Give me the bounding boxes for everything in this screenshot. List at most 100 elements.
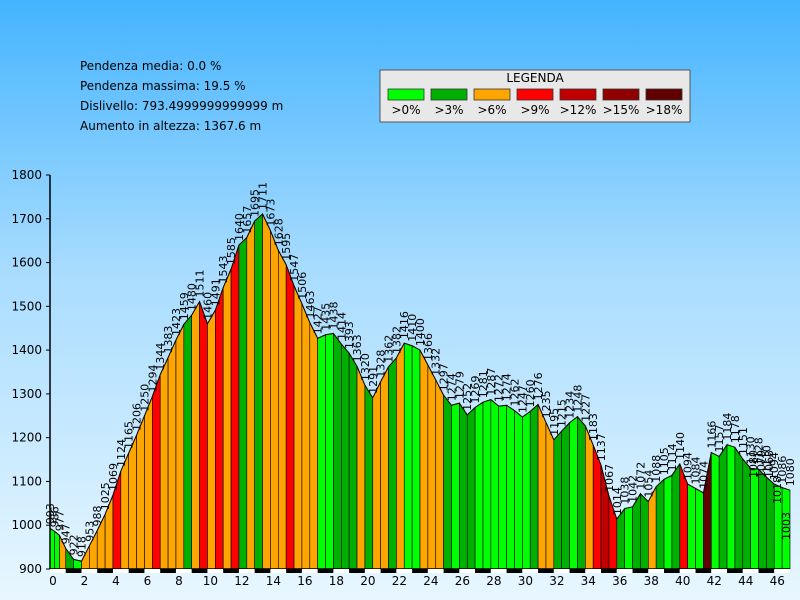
elevation-label-54: 1252 <box>461 383 474 411</box>
elevation-label-38: 1414 <box>335 312 348 340</box>
elevation-label-extra-2: 1063 <box>763 450 776 478</box>
elevation-label-53: 1279 <box>453 371 466 399</box>
elevation-label-11: 1165 <box>123 421 136 449</box>
km-bar-10 <box>207 569 224 573</box>
km-bar-28 <box>490 569 507 573</box>
elevation-label-79: 1105 <box>658 447 671 475</box>
km-bar-45 <box>758 569 775 573</box>
x-tick-label-4: 8 <box>175 574 183 588</box>
km-bar-14 <box>270 569 287 573</box>
pendenza-massima: Pendenza massima: 19.5 % <box>80 79 246 93</box>
legend-label-5: >15% <box>603 103 640 117</box>
km-bar-31 <box>538 569 554 573</box>
km-bar-3 <box>97 569 113 573</box>
legend: LEGENDA >0% >3% >6% >9% >12% >15% >18% <box>379 69 691 123</box>
legend-swatch-3 <box>516 88 554 101</box>
profile-segment-34 <box>309 322 318 570</box>
legend-label-1: >3% <box>434 103 463 117</box>
elevation-label-84: 1074 <box>697 461 710 489</box>
elevation-label-63: 1276 <box>532 372 545 400</box>
profile-segment-16 <box>167 339 177 570</box>
elevation-label-59: 1274 <box>501 373 514 401</box>
elevation-label-extra-3: 1018 <box>771 476 784 504</box>
elevation-label-20: 1511 <box>194 270 207 298</box>
profile-segment-86 <box>718 443 728 570</box>
elevation-label-4: 922 <box>68 534 81 555</box>
elevation-label-51: 1297 <box>438 363 451 391</box>
profile-segment-13 <box>144 396 153 570</box>
km-bar-35 <box>601 569 617 573</box>
elevation-label-13: 1250 <box>138 384 151 412</box>
y-tick-label-6: 1500 <box>11 299 42 313</box>
profile-segment-63 <box>537 404 547 570</box>
profile-segment-88 <box>734 446 744 570</box>
profile-segment-83 <box>695 487 704 570</box>
profile-segment-60 <box>514 409 523 570</box>
dislivello: Dislivello: 793.4999999999999 m <box>80 99 283 113</box>
profile-segment-33 <box>301 303 311 570</box>
profile-segment-91 <box>758 468 767 570</box>
elevation-label-29: 1673 <box>264 199 277 227</box>
elevation-label-47: 1410 <box>406 314 419 342</box>
profile-segment-36 <box>325 333 334 570</box>
km-bar-11 <box>223 569 239 573</box>
km-bar-13 <box>254 569 271 573</box>
x-tick-label-1: 2 <box>81 574 89 588</box>
profile-segment-46 <box>403 342 413 570</box>
elevation-label-0: 993 <box>44 503 57 524</box>
elevation-label-19: 1480 <box>186 283 199 311</box>
profile-segment-70 <box>592 444 602 570</box>
profile-segment-25 <box>238 236 248 570</box>
profile-segment-41 <box>364 384 374 570</box>
profile-segment-56 <box>482 399 492 570</box>
elevation-label-61: 1247 <box>516 385 529 413</box>
km-bar-24 <box>427 569 444 573</box>
profile-segment-76 <box>640 492 649 570</box>
elevation-label-extra-4: 1003 <box>780 512 793 540</box>
elevation-label-14: 1294 <box>146 365 159 393</box>
profile-segment-17 <box>175 324 185 570</box>
elevation-label-95: 1080 <box>784 458 797 486</box>
elevation-label-43: 1328 <box>375 350 388 378</box>
elevation-label-2: 977 <box>53 510 66 531</box>
elevation-label-62: 1260 <box>524 379 537 407</box>
y-tick-label-1: 1000 <box>11 518 42 532</box>
profile-segment-47 <box>411 345 421 570</box>
plot-area: 900 1000 1100 1200 1300 1400 1500 1600 1700 1800 0… <box>11 168 797 588</box>
elevation-label-23: 1543 <box>217 256 230 284</box>
profile-segment-18 <box>183 314 193 570</box>
elevation-label-88: 1178 <box>729 415 742 443</box>
elevation-label-81: 1140 <box>674 432 687 460</box>
km-bar-40 <box>679 569 696 573</box>
elevation-label-1: 986 <box>49 506 62 527</box>
elevation-label-49: 1366 <box>422 333 435 361</box>
legend-label-0: >0% <box>391 103 420 117</box>
profile-segment-39 <box>348 352 358 570</box>
elevation-label-52: 1274 <box>445 373 458 401</box>
elevation-label-89: 1151 <box>737 427 750 455</box>
profile-segment-40 <box>356 366 366 570</box>
km-bar-26 <box>459 569 476 573</box>
x-tick-label-21: 42 <box>707 574 722 588</box>
elevation-label-42: 1291 <box>367 366 380 394</box>
km-bar-23 <box>412 569 428 573</box>
elevation-label-66: 1215 <box>556 399 569 427</box>
elevation-label-25: 1640 <box>233 213 246 241</box>
profile-segment-22 <box>215 287 224 570</box>
profile-segment-78 <box>655 478 665 570</box>
elevation-label-60: 1262 <box>508 379 521 407</box>
elevation-label-22: 1491 <box>209 278 222 306</box>
elevation-label-34: 1463 <box>304 291 317 319</box>
elevation-label-74: 1038 <box>619 477 632 505</box>
x-tick-label-20: 40 <box>675 574 690 588</box>
profile-segment-31 <box>285 264 295 570</box>
km-bar-30 <box>522 569 539 573</box>
profile-segment-20 <box>199 301 208 570</box>
km-bar-38 <box>648 569 665 573</box>
km-bar-46 <box>774 569 790 573</box>
km-bar-21 <box>380 569 397 573</box>
elevation-label-76: 1072 <box>634 462 647 490</box>
elevation-label-35: 1427 <box>312 306 325 334</box>
x-tick-label-22: 44 <box>738 574 753 588</box>
profile-segment-23 <box>222 269 232 570</box>
